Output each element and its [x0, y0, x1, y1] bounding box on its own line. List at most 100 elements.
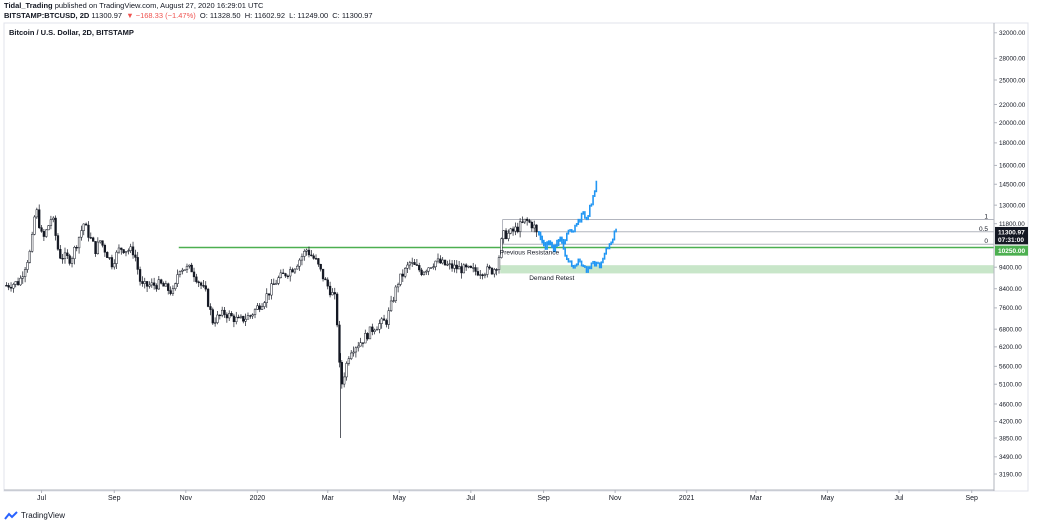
candle-body-up — [399, 273, 402, 285]
candle — [333, 287, 336, 300]
candle — [202, 280, 205, 288]
candle-body-up — [171, 288, 175, 294]
candle-body-up — [331, 292, 334, 296]
candle — [164, 280, 168, 287]
candle — [47, 225, 50, 231]
candle — [45, 229, 48, 238]
candle — [103, 243, 107, 257]
candle-body-down — [7, 285, 10, 288]
y-tick-label: 7600.00 — [999, 305, 1022, 312]
candle — [68, 253, 71, 266]
candle — [12, 282, 15, 293]
candle — [249, 314, 252, 319]
candle — [178, 270, 182, 278]
candle-body-up — [357, 345, 360, 349]
candle — [188, 264, 191, 269]
candle-body-down — [366, 333, 369, 340]
candle-body-up — [486, 266, 489, 275]
x-tick-label: Mar — [322, 495, 335, 502]
candle-body-down — [526, 218, 529, 221]
candle — [453, 259, 456, 273]
y-tick-label: 11800.00 — [999, 221, 1025, 228]
candle-body-down — [167, 283, 170, 291]
candle-body-up — [115, 251, 118, 264]
close-value: C: 11300.97 — [332, 11, 373, 20]
price-tag-label: 07:31:00 — [998, 237, 1024, 244]
candle — [298, 258, 301, 271]
candle-body-down — [361, 342, 365, 344]
candle — [28, 249, 31, 264]
candle — [152, 277, 156, 290]
candle — [357, 341, 360, 352]
candle — [89, 232, 92, 240]
y-tick-label: 20000.00 — [999, 120, 1026, 127]
candle — [267, 293, 271, 300]
candle-body-down — [401, 273, 404, 277]
author-name[interactable]: Tidal_Trading — [4, 1, 53, 10]
candle-body-up — [221, 309, 224, 316]
candle — [216, 310, 219, 325]
candle — [94, 241, 97, 257]
candle — [338, 321, 341, 368]
candle-body-down — [136, 257, 139, 270]
candle — [223, 307, 226, 318]
open-value: O: 11328.50 — [199, 11, 241, 20]
candle — [317, 257, 320, 267]
tradingview-logo-icon — [4, 510, 18, 520]
candle-body-down — [94, 241, 97, 255]
candle-body-up — [70, 258, 74, 264]
candle-body-down — [312, 255, 315, 259]
price-tag-box — [995, 234, 1028, 245]
candle-body-down — [141, 281, 144, 284]
candle-body-down — [68, 255, 71, 264]
candle-body-up — [296, 265, 299, 270]
candle — [474, 264, 477, 276]
candle — [162, 281, 165, 287]
candle — [263, 300, 266, 310]
candle-body-down — [286, 275, 290, 278]
candle — [136, 251, 139, 275]
previous-resistance-label: Previous Resistance — [500, 249, 560, 256]
candle — [228, 310, 231, 321]
candle-body-down — [103, 245, 107, 253]
candle-body-up — [52, 217, 55, 220]
candle-body-down — [267, 293, 271, 296]
candle-body-down — [324, 278, 327, 281]
candle — [56, 233, 60, 251]
candle-body-down — [5, 285, 8, 287]
candle-body-up — [176, 274, 179, 284]
candle-body-down — [340, 362, 343, 385]
candle-body-down — [272, 283, 275, 285]
candle — [174, 282, 177, 291]
y-tick-label: 4200.00 — [999, 419, 1022, 426]
candle — [359, 337, 362, 347]
candle-body-down — [307, 249, 311, 256]
candle — [446, 260, 449, 267]
y-tick-label: 9400.00 — [999, 265, 1022, 272]
candle-body-down — [230, 313, 233, 317]
candle-body-down — [450, 263, 454, 269]
candle-body-down — [84, 223, 88, 226]
candle — [511, 226, 515, 236]
candle-body-down — [66, 252, 69, 256]
candle-body-down — [42, 231, 46, 237]
candle — [413, 259, 416, 265]
candle — [108, 256, 111, 261]
candle — [493, 267, 496, 278]
high-value: H: 11602.92 — [244, 11, 285, 20]
candle-body-up — [300, 256, 304, 261]
candle — [77, 236, 81, 254]
candle — [368, 326, 372, 340]
publish-line: Tidal_Trading published on TradingView.c… — [4, 1, 375, 11]
x-tick-label: Mar — [750, 495, 763, 502]
candle-body-up — [157, 279, 160, 290]
candle-body-down — [535, 224, 538, 233]
x-tick-label: Jul — [37, 495, 46, 502]
candle-body-down — [169, 290, 172, 294]
chart-border — [3, 22, 1029, 492]
candle — [481, 273, 484, 280]
candle-body-up — [289, 269, 292, 277]
candle — [9, 282, 13, 292]
candle-body-down — [56, 235, 60, 250]
